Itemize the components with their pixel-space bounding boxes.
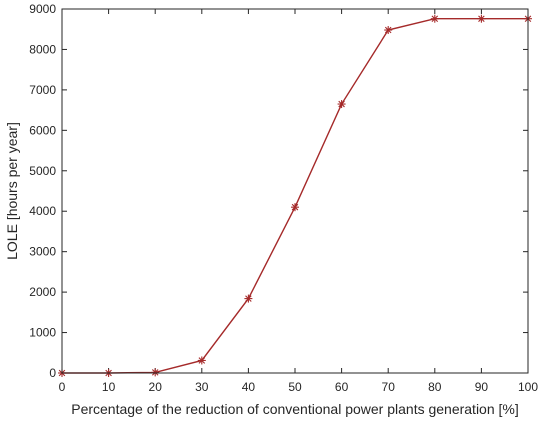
y-tick-label: 9000 <box>29 2 56 16</box>
x-axis-ticks: 0 10 20 30 40 50 60 70 80 90 100 <box>59 9 538 394</box>
x-tick-label: 80 <box>428 380 442 394</box>
y-tick-label: 4000 <box>29 204 56 218</box>
x-tick-label: 40 <box>242 380 256 394</box>
y-tick-label: 3000 <box>29 245 56 259</box>
x-tick-label: 100 <box>518 380 538 394</box>
y-tick-label: 7000 <box>29 83 56 97</box>
y-axis-label: LOLE [hours per year] <box>4 122 20 260</box>
data-point <box>244 294 253 303</box>
data-point <box>384 26 393 35</box>
y-tick-label: 0 <box>49 366 56 380</box>
plot-area-frame <box>61 8 529 374</box>
data-point <box>291 203 299 212</box>
series-line <box>62 18 528 374</box>
data-point <box>430 14 439 23</box>
data-point <box>197 356 206 365</box>
y-tick-label: 5000 <box>29 164 56 178</box>
x-tick-label: 0 <box>59 380 66 394</box>
x-tick-label: 60 <box>335 380 349 394</box>
x-tick-label: 90 <box>475 380 489 394</box>
data-point <box>337 100 346 109</box>
x-tick-label: 50 <box>288 380 302 394</box>
x-tick-label: 20 <box>149 380 163 394</box>
x-tick-label: 10 <box>102 380 116 394</box>
y-tick-label: 1000 <box>29 326 56 340</box>
y-tick-label: 2000 <box>29 285 56 299</box>
y-axis-ticks: 0 1000 2000 3000 4000 5000 6000 7000 8000 9000 <box>29 2 528 380</box>
x-tick-label: 30 <box>195 380 209 394</box>
x-axis-label: Percentage of the reduction of conventio… <box>71 401 519 417</box>
y-tick-label: 8000 <box>29 42 56 56</box>
x-tick-label: 70 <box>382 380 396 394</box>
data-point <box>151 368 160 377</box>
y-tick-label: 6000 <box>29 123 56 137</box>
data-point <box>477 14 486 23</box>
series-layer <box>58 14 532 377</box>
